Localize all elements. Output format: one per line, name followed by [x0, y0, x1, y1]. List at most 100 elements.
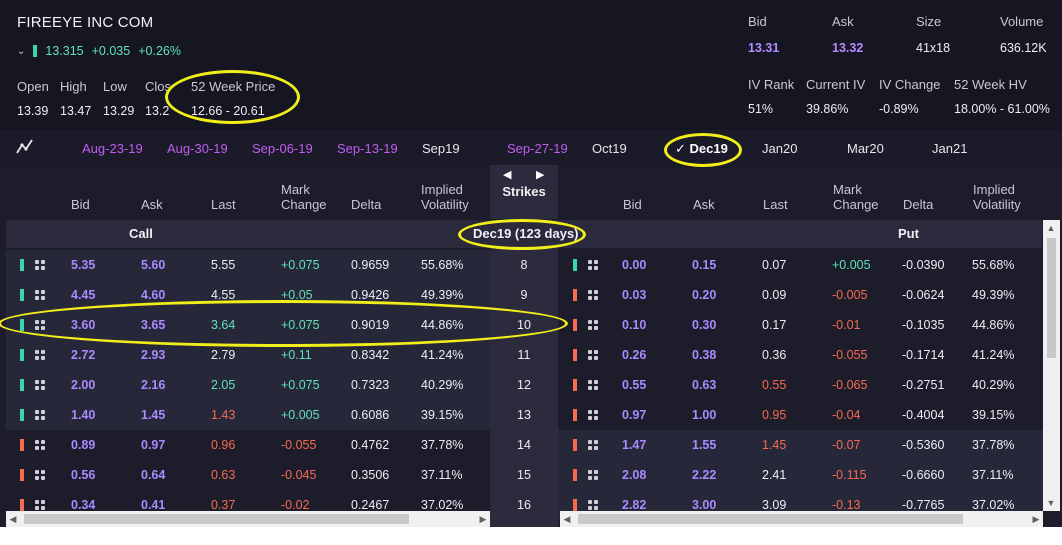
grid-icon[interactable]	[35, 290, 45, 300]
put-delta-header[interactable]: Delta	[903, 197, 934, 212]
call-bid-cell[interactable]: 0.34	[71, 498, 96, 512]
put-ask-cell[interactable]: 0.38	[692, 348, 717, 362]
call-ask-cell[interactable]: 1.45	[141, 408, 166, 422]
put-ask-cell[interactable]: 0.30	[692, 318, 717, 332]
call-ask-cell[interactable]: 0.41	[141, 498, 166, 512]
call-bid-cell[interactable]: 0.89	[71, 438, 96, 452]
grid-icon[interactable]	[588, 500, 598, 510]
call-row[interactable]	[6, 280, 490, 310]
put-bid-cell[interactable]: 1.47	[622, 438, 647, 452]
chevron-down-icon[interactable]: ⌄	[17, 45, 26, 57]
call-row[interactable]	[6, 400, 490, 430]
call-bid-cell[interactable]: 2.00	[71, 378, 96, 392]
call-last-header[interactable]: Last	[211, 197, 236, 212]
grid-icon[interactable]	[35, 260, 45, 270]
put-mark-change-header[interactable]: Mark Change	[833, 182, 879, 212]
scroll-right-icon[interactable]: ▶	[1032, 514, 1040, 524]
put-row[interactable]	[558, 340, 1043, 370]
put-bid-cell[interactable]: 0.00	[622, 258, 647, 272]
put-bid-header[interactable]: Bid	[623, 197, 642, 212]
call-bid-header[interactable]: Bid	[71, 197, 90, 212]
scroll-thumb[interactable]	[24, 514, 409, 524]
expiry-tab[interactable]: Jan21	[932, 141, 967, 156]
expiry-tab[interactable]: ✓ Dec19	[675, 141, 728, 157]
grid-icon[interactable]	[588, 350, 598, 360]
call-row[interactable]	[6, 370, 490, 400]
chart-line-icon[interactable]	[16, 138, 34, 156]
put-row[interactable]	[558, 460, 1043, 490]
grid-icon[interactable]	[35, 440, 45, 450]
put-ask-cell[interactable]: 0.20	[692, 288, 717, 302]
put-ask-cell[interactable]: 2.22	[692, 468, 717, 482]
put-ask-cell[interactable]: 1.00	[692, 408, 717, 422]
expiry-tab[interactable]: Oct19	[592, 141, 627, 156]
call-ask-cell[interactable]: 3.65	[141, 318, 166, 332]
call-bid-cell[interactable]: 2.72	[71, 348, 96, 362]
vertical-scrollbar[interactable]: ▲ ▼	[1043, 220, 1060, 511]
call-ask-cell[interactable]: 0.97	[141, 438, 166, 452]
grid-icon[interactable]	[588, 260, 598, 270]
call-ask-cell[interactable]: 2.93	[141, 348, 166, 362]
call-bid-cell[interactable]: 3.60	[71, 318, 96, 332]
put-row[interactable]	[558, 280, 1043, 310]
put-ask-cell[interactable]: 1.55	[692, 438, 717, 452]
put-row[interactable]	[558, 370, 1043, 400]
scroll-thumb[interactable]	[578, 514, 963, 524]
put-bid-cell[interactable]: 0.97	[622, 408, 647, 422]
call-row[interactable]	[6, 460, 490, 490]
scroll-left-icon[interactable]: ◀	[9, 514, 17, 524]
call-row[interactable]	[6, 310, 490, 340]
put-bid-cell[interactable]: 0.10	[622, 318, 647, 332]
call-ask-cell[interactable]: 5.60	[141, 258, 166, 272]
call-delta-header[interactable]: Delta	[351, 197, 382, 212]
call-bid-cell[interactable]: 0.56	[71, 468, 96, 482]
scroll-thumb[interactable]	[1047, 238, 1056, 358]
grid-icon[interactable]	[35, 470, 45, 480]
call-mark-change-header[interactable]: Mark Change	[281, 182, 327, 212]
put-ask-cell[interactable]: 3.00	[692, 498, 717, 512]
scroll-right-icon[interactable]: ▶	[479, 514, 487, 524]
put-bid-cell[interactable]: 0.55	[622, 378, 647, 392]
grid-icon[interactable]	[35, 350, 45, 360]
put-ask-cell[interactable]: 0.15	[692, 258, 717, 272]
expiry-tab[interactable]: Sep19	[422, 141, 460, 156]
call-ask-cell[interactable]: 0.64	[141, 468, 166, 482]
put-ask-cell[interactable]: 0.63	[692, 378, 717, 392]
expiry-tab[interactable]: Aug-23-19	[82, 141, 143, 156]
grid-icon[interactable]	[588, 410, 598, 420]
call-horizontal-scrollbar[interactable]: ◀ ▶	[6, 511, 490, 527]
triangle-left-icon[interactable]: ◀	[503, 169, 512, 181]
call-ask-cell[interactable]: 2.16	[141, 378, 166, 392]
call-ask-cell[interactable]: 4.60	[141, 288, 166, 302]
scroll-left-icon[interactable]: ◀	[563, 514, 571, 524]
put-iv-header[interactable]: Implied Volatility	[973, 182, 1021, 212]
grid-icon[interactable]	[35, 380, 45, 390]
grid-icon[interactable]	[588, 380, 598, 390]
grid-icon[interactable]	[35, 500, 45, 510]
scroll-down-icon[interactable]: ▼	[1046, 498, 1056, 508]
grid-icon[interactable]	[35, 320, 45, 330]
triangle-right-icon[interactable]: ▶	[536, 169, 545, 181]
expiry-tab[interactable]: Sep-13-19	[337, 141, 398, 156]
put-last-header[interactable]: Last	[763, 197, 788, 212]
call-row[interactable]	[6, 250, 490, 280]
expiry-tab[interactable]: Aug-30-19	[167, 141, 228, 156]
expiry-tab[interactable]: Jan20	[762, 141, 797, 156]
put-ask-header[interactable]: Ask	[693, 197, 715, 212]
grid-icon[interactable]	[35, 410, 45, 420]
expiry-tab[interactable]: Sep-06-19	[252, 141, 313, 156]
expiry-tab[interactable]: Mar20	[847, 141, 884, 156]
grid-icon[interactable]	[588, 320, 598, 330]
grid-icon[interactable]	[588, 470, 598, 480]
put-horizontal-scrollbar[interactable]: ◀ ▶	[560, 511, 1043, 527]
call-bid-cell[interactable]: 5.35	[71, 258, 96, 272]
call-iv-header[interactable]: Implied Volatility	[421, 182, 469, 212]
put-bid-cell[interactable]: 0.03	[622, 288, 647, 302]
expiry-tab[interactable]: Sep-27-19	[507, 141, 568, 156]
call-row[interactable]	[6, 430, 490, 460]
grid-icon[interactable]	[588, 440, 598, 450]
put-bid-cell[interactable]: 0.26	[622, 348, 647, 362]
put-row[interactable]	[558, 400, 1043, 430]
put-row[interactable]	[558, 250, 1043, 280]
scroll-up-icon[interactable]: ▲	[1046, 223, 1056, 233]
